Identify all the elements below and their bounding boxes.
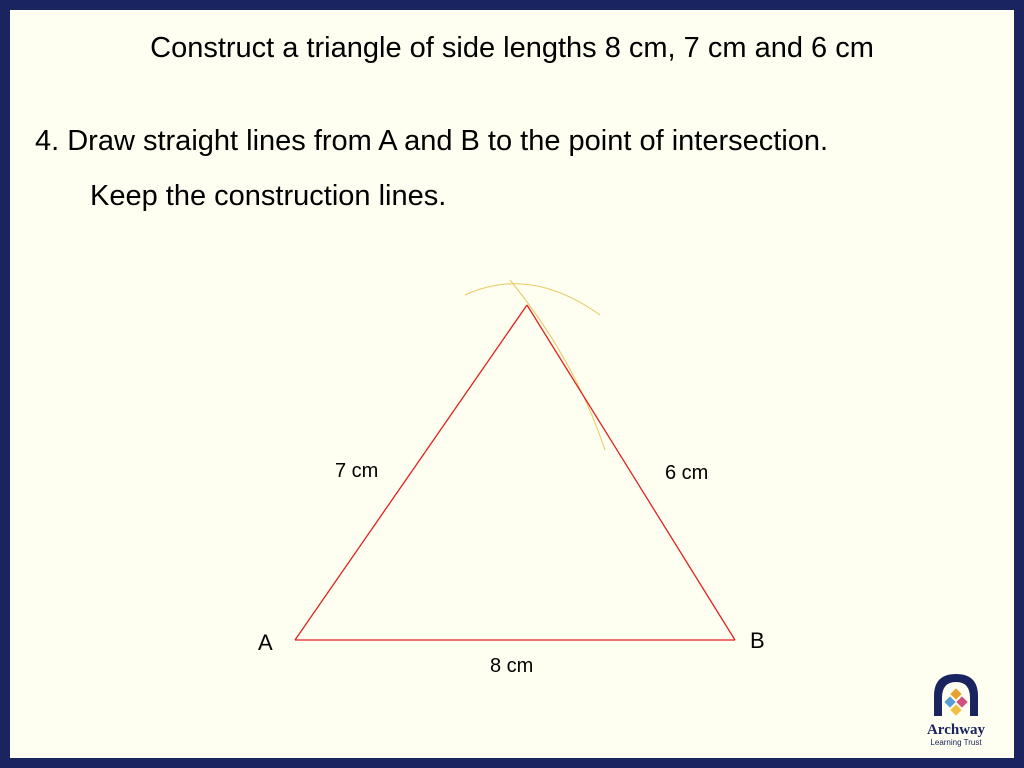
label-8cm: 8 cm	[490, 655, 533, 678]
label-6cm: 6 cm	[665, 462, 708, 485]
triangle-diagram: 7 cm 6 cm 8 cm A B	[190, 270, 830, 700]
label-vertex-a: A	[258, 630, 273, 656]
logo-diamond-4	[950, 705, 961, 716]
triangle-left	[295, 305, 527, 640]
logo-name: Archway	[916, 723, 996, 738]
logo-svg	[926, 668, 986, 718]
construction-arc-1	[465, 284, 600, 315]
construction-arc-2	[510, 280, 605, 450]
logo-diamond-2	[944, 697, 955, 708]
label-vertex-b: B	[750, 628, 765, 654]
logo-diamond-3	[956, 697, 967, 708]
instruction-sub-line: Keep the construction lines.	[90, 180, 446, 213]
archway-logo: Archway Learning Trust	[916, 668, 996, 748]
label-7cm: 7 cm	[335, 460, 378, 483]
logo-diamond-1	[950, 689, 961, 700]
logo-sub: Learning Trust	[916, 738, 996, 748]
page-title: Construct a triangle of side lengths 8 c…	[10, 32, 1014, 65]
triangle-svg	[190, 270, 830, 700]
instruction-line: 4. Draw straight lines from A and B to t…	[35, 125, 828, 158]
